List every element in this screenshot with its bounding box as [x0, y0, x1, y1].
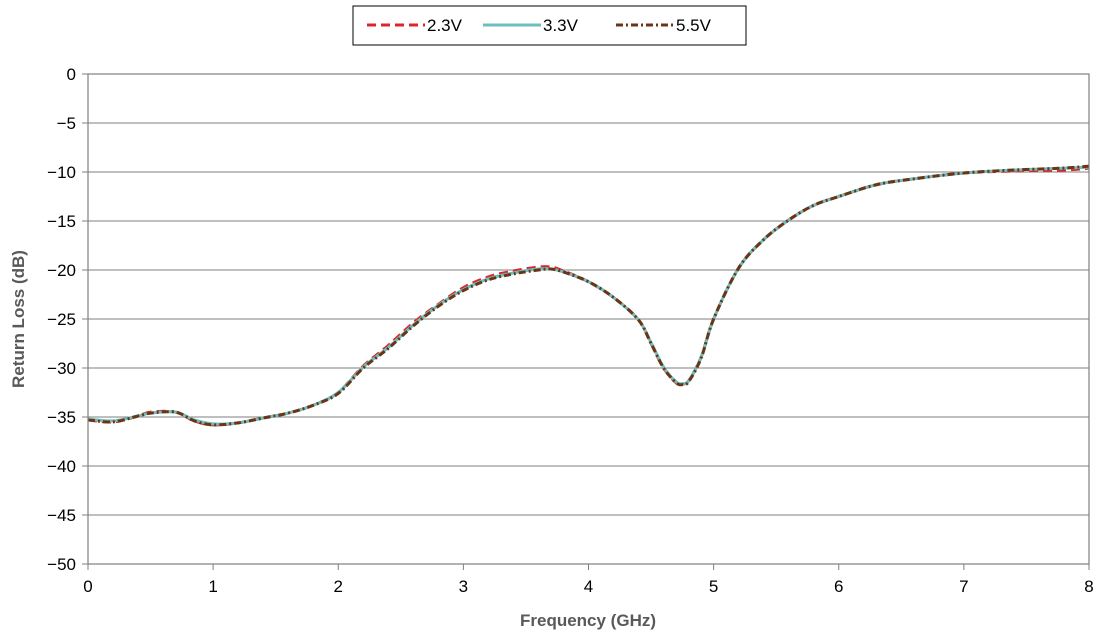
x-tick-label: 4 [584, 577, 593, 596]
x-tick-label: 8 [1084, 577, 1093, 596]
legend: 2.3V 3.3V 5.5V [352, 5, 747, 46]
x-axis-title: Frequency (GHz) [520, 611, 656, 630]
y-tick-label: −25 [47, 310, 76, 329]
y-tick-label: −35 [47, 408, 76, 427]
gridlines [88, 73, 1089, 565]
legend-box [352, 5, 747, 46]
x-tick-label: 3 [459, 577, 468, 596]
y-tick-label: −20 [47, 261, 76, 280]
y-tick-label: −45 [47, 506, 76, 525]
legend-label: 2.3V [427, 16, 463, 35]
x-tick-label: 1 [208, 577, 217, 596]
legend-label: 3.3V [543, 16, 579, 35]
series-line-2-3v [87, 166, 1090, 427]
y-tick-label: −30 [47, 359, 76, 378]
x-tick-label: 2 [334, 577, 343, 596]
y-tick-label: −50 [47, 555, 76, 574]
y-tick-label: 0 [67, 65, 76, 84]
x-axis-ticks: 0 1 2 3 4 5 6 7 8 [83, 564, 1094, 596]
x-tick-label: 6 [834, 577, 843, 596]
y-tick-label: −5 [57, 114, 76, 133]
x-tick-label: 5 [709, 577, 718, 596]
legend-label: 5.5V [676, 16, 712, 35]
y-axis-ticks: 0 −5 −10 −15 −20 −25 −30 −35 −40 −45 −50 [47, 65, 88, 574]
y-tick-label: −15 [47, 212, 76, 231]
y-tick-label: −40 [47, 457, 76, 476]
series-layer [87, 164, 1090, 427]
series-line-5-5v [87, 164, 1090, 427]
y-tick-label: −10 [47, 163, 76, 182]
x-tick-label: 7 [959, 577, 968, 596]
series-line-3-3v [87, 165, 1090, 426]
x-tick-label: 0 [83, 577, 92, 596]
y-axis-title: Return Loss (dB) [9, 250, 28, 388]
